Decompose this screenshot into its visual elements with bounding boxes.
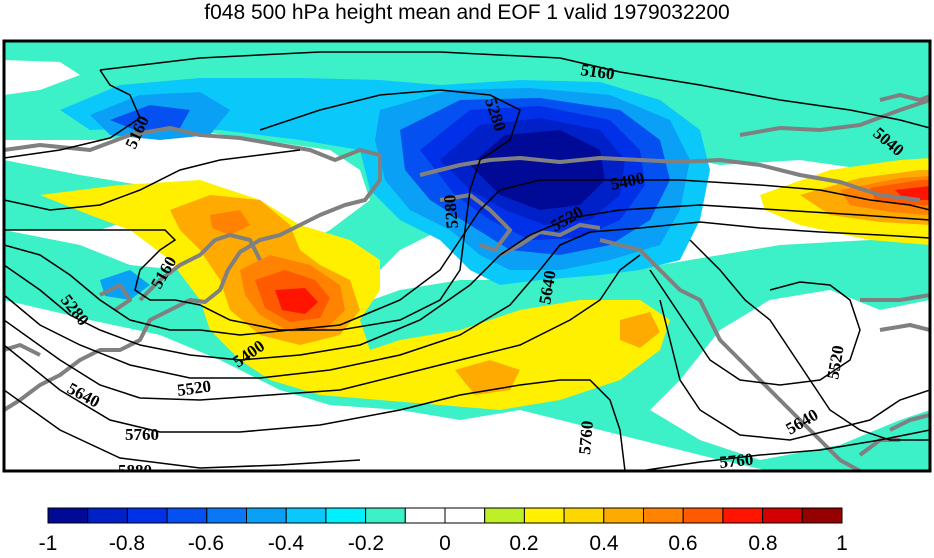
colorbar-tick-label: -1 bbox=[38, 532, 58, 555]
colorbar-swatch bbox=[603, 507, 644, 524]
colorbar-swatch bbox=[126, 507, 168, 524]
colorbar-tick-label: 0.8 bbox=[748, 532, 778, 555]
colorbar-swatch bbox=[563, 507, 605, 524]
colorbar-swatch bbox=[762, 507, 803, 524]
colorbar-swatch bbox=[166, 507, 208, 524]
colorbar-tick-label: 1 bbox=[836, 532, 848, 555]
map-title: f048 500 hPa height mean and EOF 1 valid… bbox=[204, 1, 730, 24]
contour-label: 5160 bbox=[579, 60, 615, 84]
colorbar-swatch bbox=[325, 507, 367, 524]
colorbar-swatch bbox=[206, 507, 248, 524]
colorbar-swatch bbox=[444, 507, 486, 524]
colorbar-swatch bbox=[523, 507, 565, 524]
colorbar-tick-label: 0.4 bbox=[589, 532, 619, 555]
coastlines bbox=[4, 93, 930, 471]
colorbar-tick-label: -0.6 bbox=[187, 532, 225, 555]
colorbar-swatch bbox=[87, 507, 128, 524]
colorbar-swatch bbox=[643, 507, 684, 524]
colorbar-swatch bbox=[682, 507, 724, 524]
contour-label: 5760 bbox=[718, 450, 754, 472]
colorbar-swatch bbox=[47, 507, 89, 524]
colorbar-tick-label: 0.2 bbox=[509, 532, 539, 555]
colorbar-tick-label: -0.4 bbox=[267, 532, 305, 555]
map-frame bbox=[2, 39, 932, 473]
colorbar-swatch bbox=[404, 507, 446, 524]
height-contours bbox=[4, 51, 930, 471]
colorbar-tick-label: 0.6 bbox=[668, 532, 698, 555]
contour-label: 5280 bbox=[440, 194, 462, 230]
colorbar-tick-label: -0.2 bbox=[347, 532, 385, 555]
contour-label: 5760 bbox=[575, 420, 597, 456]
colorbar-swatch bbox=[722, 507, 764, 524]
colorbar-swatch bbox=[484, 507, 525, 524]
colorbar bbox=[47, 507, 843, 524]
contour-label: 5520 bbox=[176, 376, 212, 400]
colorbar-swatch bbox=[801, 507, 843, 524]
colorbar-swatch bbox=[285, 507, 327, 524]
contour-label: 5760 bbox=[125, 425, 159, 444]
colorbar-tick-label: 0 bbox=[439, 532, 451, 555]
contour-label: 5880 bbox=[118, 461, 152, 480]
colorbar-swatch bbox=[365, 507, 406, 524]
colorbar-swatch bbox=[246, 507, 287, 524]
colorbar-tick-label: -0.8 bbox=[108, 532, 146, 555]
